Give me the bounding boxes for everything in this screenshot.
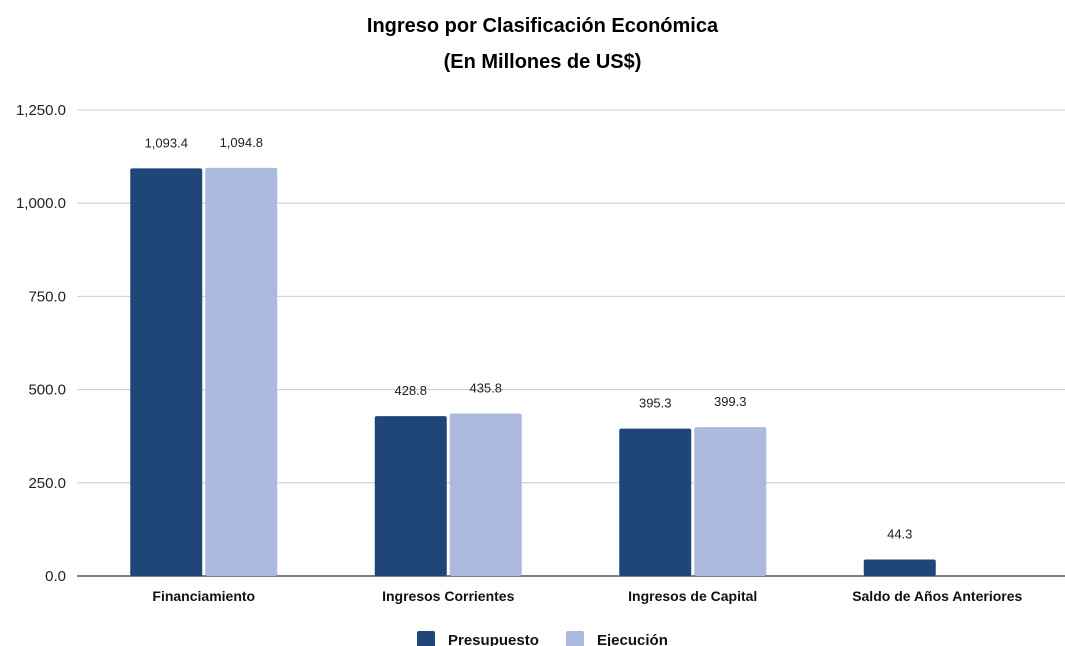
y-tick-label: 250.0 <box>28 475 66 492</box>
y-tick-label: 1,000.0 <box>16 195 66 212</box>
y-tick-label: 1,250.0 <box>16 102 66 119</box>
y-axis-ticks: 0.0 250.0 500.0 750.0 1,000.0 1,250.0 <box>16 102 66 585</box>
data-label: 1,094.8 <box>220 135 263 150</box>
chart-subtitle: (En Millones de US$) <box>443 51 642 73</box>
y-tick-label: 750.0 <box>28 288 66 305</box>
bar-presupuesto <box>863 559 936 576</box>
bar-presupuesto <box>130 168 203 576</box>
category-label: Ingresos Corrientes <box>382 588 514 604</box>
x-axis-labels: Financiamiento Ingresos Corrientes Ingreso… <box>152 588 1022 604</box>
data-label: 44.3 <box>887 526 912 541</box>
y-tick-label: 500.0 <box>28 382 66 399</box>
legend-label: Presupuesto <box>448 632 539 646</box>
category-label: Financiamiento <box>152 588 255 604</box>
data-label: 428.8 <box>394 383 427 398</box>
bars <box>130 167 936 576</box>
chart-title: Ingreso por Clasificación Económica <box>366 15 719 37</box>
legend-swatch <box>566 631 584 646</box>
data-label: 399.3 <box>714 394 747 409</box>
bar-presupuesto <box>374 416 447 576</box>
bar-presupuesto <box>619 428 692 576</box>
legend: Presupuesto Ejecución <box>417 631 668 646</box>
bar-ejecucin <box>694 427 767 576</box>
data-label: 435.8 <box>469 381 502 396</box>
legend-swatch <box>417 631 435 646</box>
category-label: Saldo de Años Anteriores <box>852 588 1022 604</box>
data-label: 1,093.4 <box>145 135 188 150</box>
y-tick-label: 0.0 <box>45 568 66 585</box>
data-label: 395.3 <box>639 396 672 411</box>
bar-ejecucin <box>205 167 278 576</box>
data-labels: 1,093.4 1,094.8 428.8 435.8 395.3 399.3 44.3 <box>145 135 913 542</box>
bar-ejecucin <box>449 413 522 576</box>
category-label: Ingresos de Capital <box>628 588 757 604</box>
legend-label: Ejecución <box>597 632 668 646</box>
